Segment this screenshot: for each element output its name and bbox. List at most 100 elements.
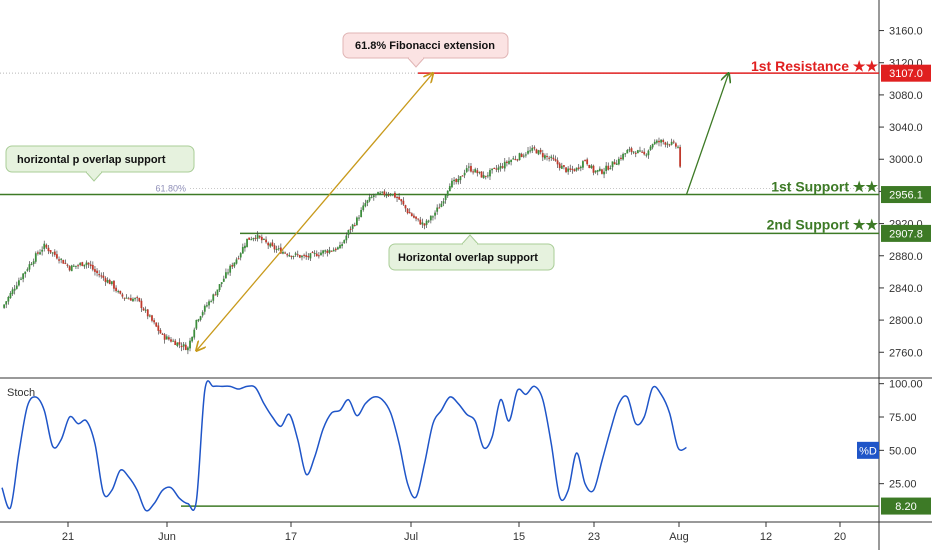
candle-up [358, 217, 360, 219]
stoch-title: Stoch [7, 387, 35, 399]
fib-extension-callout-text: 61.8% Fibonacci extension [355, 40, 495, 52]
candle-up [622, 153, 624, 160]
candle-down [571, 168, 574, 170]
stoch-level-tag-text: 8.20 [895, 501, 916, 513]
candle-up [518, 153, 521, 161]
candle-up [448, 186, 451, 192]
candle-up [482, 175, 485, 179]
candle-down [267, 242, 270, 246]
stoch-tick-label: 25.00 [889, 479, 917, 491]
candle-up [467, 166, 470, 168]
candle-down [157, 325, 160, 331]
candle-up [222, 278, 225, 282]
candle-up [550, 156, 553, 159]
candle-up [244, 245, 246, 249]
candle-down [630, 148, 633, 152]
candle-up [432, 216, 434, 218]
candle-down [284, 252, 286, 254]
candle-down [161, 333, 164, 335]
candle-up [377, 192, 379, 195]
candle-down [588, 164, 591, 169]
candle-up [193, 329, 196, 338]
candle-up [525, 154, 527, 156]
horizontal-overlap-callout: Horizontal overlap support [388, 234, 555, 271]
stoch-series-tag-text: %D [859, 445, 877, 457]
candle-down [307, 256, 310, 258]
candle-up [172, 340, 175, 342]
fib-level-label: 61.80% [155, 184, 186, 194]
candle-down [417, 218, 420, 220]
price-tick-label: 3160.0 [889, 26, 923, 38]
candle-up [391, 193, 394, 196]
candle-down [493, 167, 496, 169]
candle-up [446, 190, 449, 196]
candle-up [60, 258, 63, 260]
candle-down [326, 250, 329, 253]
candle-up [75, 265, 77, 267]
candle-down [94, 269, 96, 272]
candle-down [163, 334, 166, 340]
candle-up [343, 240, 346, 244]
candle-down [672, 141, 675, 143]
candle-up [436, 207, 439, 212]
candle-up [421, 222, 424, 225]
candle-down [49, 250, 52, 253]
candle-up [440, 203, 443, 207]
candle-up [20, 278, 22, 280]
candle-up [309, 253, 312, 259]
candle-down [159, 329, 162, 334]
candle-down [151, 315, 153, 321]
candle-down [472, 171, 474, 173]
candle-up [277, 248, 280, 250]
support-1-price-tag: 2956.1 [881, 186, 931, 204]
candle-up [324, 250, 327, 252]
candle-up [385, 194, 388, 197]
candle-down [455, 179, 458, 182]
candle-up [636, 150, 639, 154]
candle-up [189, 340, 191, 349]
candle-down [546, 156, 548, 158]
candle-down [170, 339, 172, 342]
time-tick-label: Jun [158, 531, 176, 543]
candle-up [201, 312, 204, 316]
candle-down [505, 161, 508, 164]
candle-down [577, 167, 580, 169]
candle-up [191, 336, 194, 342]
stoch-level-tag: 8.20 [881, 497, 931, 515]
candle-down [484, 175, 487, 177]
candle-up [292, 255, 295, 257]
candle-up [79, 263, 82, 265]
support-1-price-tag-text: 2956.1 [889, 190, 923, 202]
time-tick-label: 12 [760, 531, 772, 543]
candle-down [613, 162, 616, 165]
candle-up [368, 197, 371, 201]
candle-up [529, 150, 532, 152]
candle-up [499, 165, 502, 169]
candle-down [573, 169, 576, 172]
fib-extension-callout: 61.8% Fibonacci extension [342, 32, 509, 68]
candle-down [311, 252, 314, 254]
candle-up [647, 150, 650, 156]
candle-up [364, 203, 367, 207]
candle-up [590, 165, 593, 169]
resistance-price-tag: 3107.0 [881, 64, 931, 82]
candle-down [100, 275, 103, 277]
candle-up [165, 336, 168, 340]
candle-up [83, 264, 86, 267]
candle-up [148, 315, 151, 317]
candle-down [533, 147, 536, 149]
candle-down [286, 254, 289, 256]
candle-down [237, 258, 240, 260]
candle-up [651, 144, 654, 148]
candle-up [229, 265, 232, 273]
support-2-label: 2nd Support ★★ [767, 216, 879, 232]
price-tick-label: 2880.0 [889, 251, 923, 263]
candle-up [332, 249, 335, 252]
candle-up [176, 342, 179, 346]
candle-down [476, 170, 479, 174]
candle-down [404, 205, 407, 209]
candle-down [556, 160, 559, 165]
candle-down [419, 219, 422, 225]
candle-down [77, 265, 79, 267]
